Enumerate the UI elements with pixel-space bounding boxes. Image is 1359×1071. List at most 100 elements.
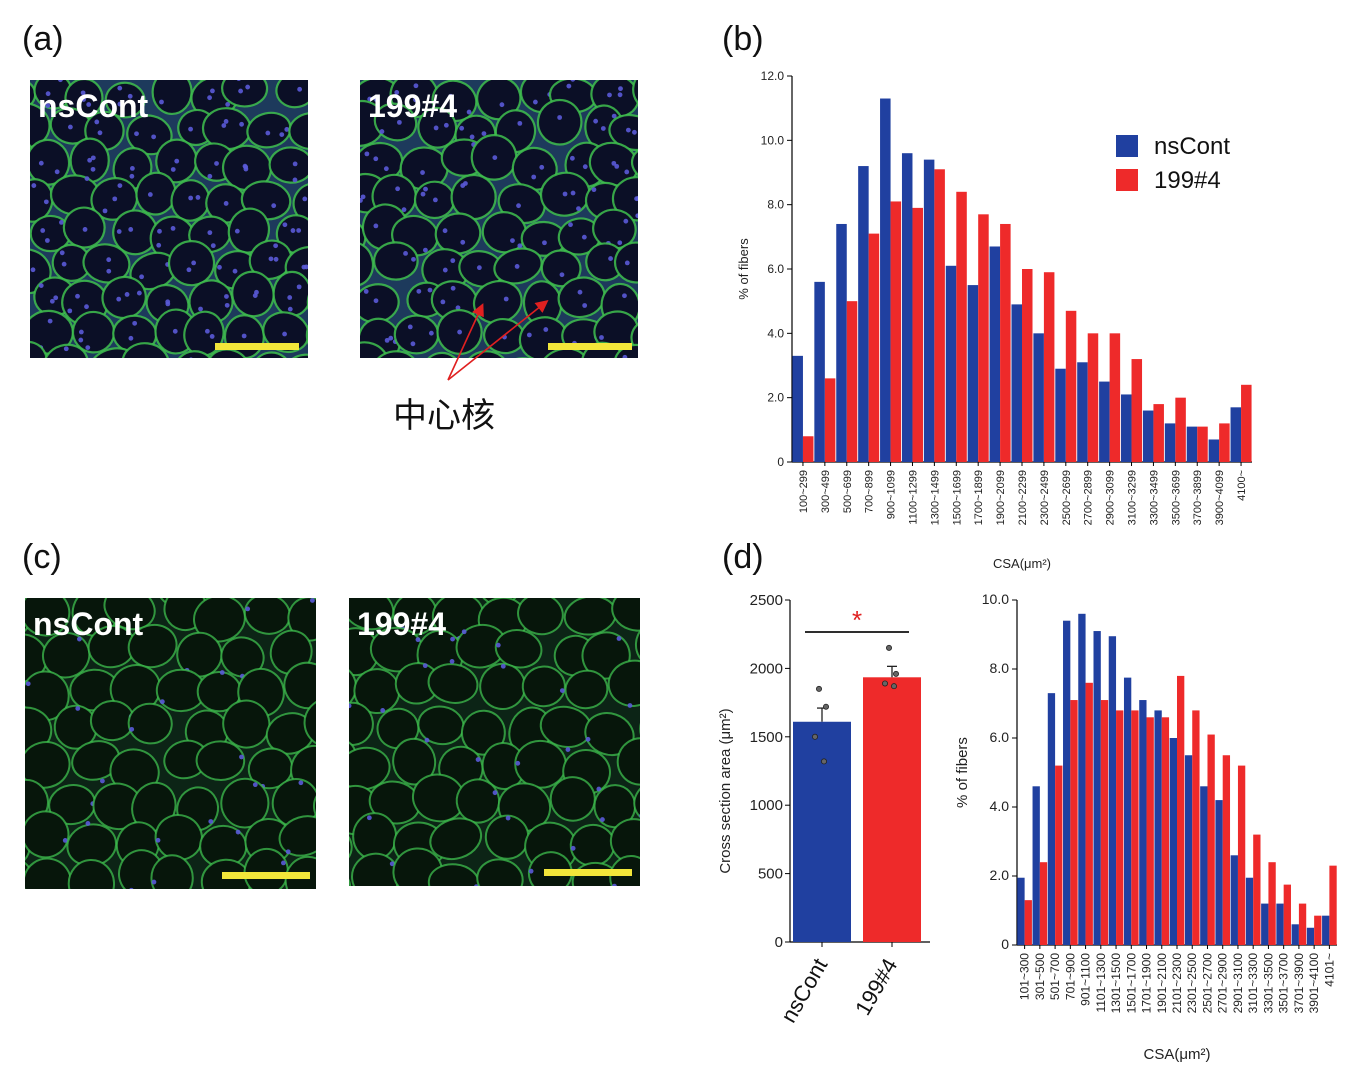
nucleus [428, 330, 434, 336]
nucleus [156, 242, 162, 248]
nucleus [373, 156, 379, 162]
bar-199-4 [1024, 900, 1032, 945]
nucleus [84, 176, 90, 181]
nucleus [282, 222, 288, 228]
x-tick-label: 301~500 [1033, 953, 1047, 1000]
nucleus [106, 257, 112, 263]
y-tick-label: 1000 [750, 797, 783, 814]
legend-swatch [1116, 135, 1138, 157]
bar-199-4 [1043, 272, 1055, 462]
nucleus [189, 357, 193, 358]
data-point [823, 703, 830, 710]
nucleus [38, 160, 44, 166]
muscle-fiber [352, 812, 398, 861]
nucleus [624, 260, 630, 266]
muscle-fiber [25, 741, 71, 789]
bar-nscont [1077, 362, 1088, 462]
x-tick-label: 2901~3100 [1231, 953, 1245, 1014]
nucleus [265, 130, 271, 136]
bar-chart-d-left: 0 500 1000 1500 2000 2500 nsCont 199#4 * Cross se… [717, 592, 930, 1027]
x-tick-label: 4100~ [1236, 470, 1248, 501]
nucleus [49, 298, 55, 304]
nucleus [198, 306, 203, 312]
nucleus [503, 296, 509, 302]
nucleus [106, 268, 112, 274]
bar-nscont [1121, 394, 1132, 462]
nucleus [170, 226, 176, 231]
bar-nscont [1099, 381, 1110, 462]
nucleus [25, 681, 31, 687]
nucleus [459, 125, 465, 131]
nucleus [543, 327, 549, 332]
bar-nscont [1139, 700, 1147, 945]
nucleus [422, 247, 428, 253]
x-tick-label: 2301~2500 [1185, 953, 1199, 1014]
muscle-fiber [421, 351, 463, 358]
bar-nscont [1306, 927, 1315, 945]
nucleus [128, 227, 134, 232]
x-tick-label: 2701~2900 [1216, 953, 1230, 1014]
y-tick-label: 8.0 [767, 198, 784, 212]
nucleus [236, 80, 241, 82]
nucleus [632, 129, 637, 135]
bar-199-4 [1161, 717, 1170, 945]
muscle-fiber [121, 342, 170, 358]
nucleus [516, 203, 521, 209]
x-tick-label: 1900~2099 [995, 470, 1007, 525]
nucleus [159, 699, 165, 705]
nucleus [411, 256, 416, 262]
muscle-fiber [613, 241, 638, 284]
nucleus [195, 195, 201, 200]
muscle-fiber [630, 146, 638, 184]
muscle-fiber [557, 276, 606, 319]
nucleus [155, 837, 161, 843]
data-point [812, 733, 819, 740]
nucleus [151, 134, 157, 140]
nucleus [403, 250, 408, 256]
nucleus [515, 760, 521, 766]
nucleus [271, 203, 277, 209]
nucleus [373, 97, 379, 102]
muscle-fiber [303, 697, 316, 749]
nucleus [117, 85, 123, 91]
bar-nscont [1032, 786, 1040, 945]
nucleus [422, 663, 428, 669]
muscle-fiber [30, 102, 51, 149]
bar-199-4 [1177, 675, 1185, 945]
nucleus [128, 335, 134, 341]
x-tick-label: 199#4 [850, 954, 902, 1019]
nucleus [207, 173, 213, 179]
nucleus [617, 240, 623, 246]
nucleus [582, 303, 588, 308]
micrograph-a-199-4: 199#4 [360, 80, 638, 358]
histogram-b: 0 2.0 4.0 6.0 8.0 10.0 12.0 100~299 300~499 500~6… [736, 69, 1252, 571]
legend-label: nsCont [1154, 133, 1230, 160]
x-tick-label: 1101~1300 [1094, 953, 1108, 1013]
data-point [816, 685, 823, 692]
nucleus [349, 703, 352, 709]
muscle-fiber [288, 111, 308, 151]
x-tick-label: 2500~2699 [1061, 470, 1073, 525]
nucleus [151, 879, 157, 885]
nucleus [94, 119, 100, 125]
x-tick-label: 3300~3499 [1148, 470, 1160, 525]
muscle-fiber [616, 737, 640, 786]
muscle-fiber [609, 854, 640, 886]
bar-199-4 [1085, 682, 1093, 945]
nucleus [492, 155, 498, 160]
y-tick-label: 2500 [750, 592, 783, 609]
nucleus [570, 190, 576, 196]
bar-nscont [1261, 903, 1269, 945]
nucleus [542, 240, 547, 246]
muscle-fiber [282, 353, 308, 358]
nucleus [577, 289, 583, 295]
bar-199-4 [890, 201, 902, 462]
nucleus [423, 186, 428, 192]
nucleus [469, 134, 475, 140]
nucleus [129, 165, 135, 171]
nucleus [159, 99, 164, 105]
nucleus [531, 174, 537, 180]
nucleus [44, 238, 50, 243]
nucleus [407, 324, 413, 330]
x-tick-label: 3700~3899 [1192, 470, 1204, 525]
